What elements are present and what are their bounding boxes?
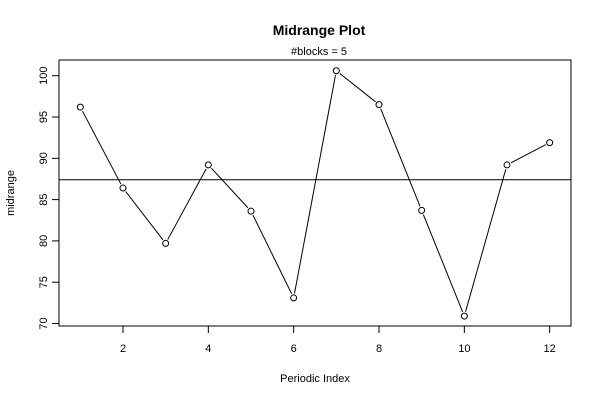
data-point (546, 139, 554, 147)
y-axis-label: midrange (5, 170, 17, 216)
points-layer (76, 67, 554, 320)
y-tick-label: 70 (38, 317, 50, 329)
y-tick-label: 80 (38, 235, 50, 247)
series-line-segment (380, 108, 421, 207)
x-tick-label: 6 (291, 343, 297, 355)
data-point (503, 161, 511, 169)
x-tick-label: 12 (544, 343, 556, 355)
y-tick-label: 95 (38, 111, 50, 123)
chart-subtitle: #blocks = 5 (291, 46, 347, 58)
x-axis: 2 4 6 8 10 12 (120, 326, 556, 355)
data-point (460, 312, 468, 320)
x-axis-label: Periodic Index (280, 373, 350, 385)
data-point (119, 184, 127, 192)
data-point (162, 239, 170, 247)
x-tick-label: 10 (458, 343, 470, 355)
data-point (76, 103, 84, 111)
chart-title: Midrange Plot (273, 22, 366, 38)
series-line-segment (465, 169, 507, 312)
data-point (332, 67, 340, 75)
y-tick-label: 85 (38, 193, 50, 205)
data-point (204, 161, 212, 169)
series-line-segment (339, 73, 376, 103)
series-line-segment (252, 214, 293, 295)
series-line-segment (510, 144, 546, 164)
y-tick-label: 100 (38, 67, 50, 85)
x-tick-label: 8 (376, 343, 382, 355)
y-tick-label: 90 (38, 152, 50, 164)
data-point (290, 294, 298, 302)
series-line-segment (81, 110, 122, 185)
y-axis: 70 75 80 85 90 95 100 (38, 67, 59, 330)
x-tick-label: 4 (205, 343, 211, 355)
data-point (375, 101, 383, 109)
series-line-segment (125, 191, 164, 241)
series-line-segment (211, 167, 249, 209)
plot-area-frame (58, 59, 572, 327)
data-point (247, 207, 255, 215)
data-point (418, 206, 426, 214)
y-tick-label: 75 (38, 276, 50, 288)
series-layer (81, 73, 546, 313)
series-line-segment (167, 168, 207, 240)
series-line-segment (422, 214, 464, 313)
x-tick-label: 2 (120, 343, 126, 355)
series-line-segment (294, 75, 336, 294)
